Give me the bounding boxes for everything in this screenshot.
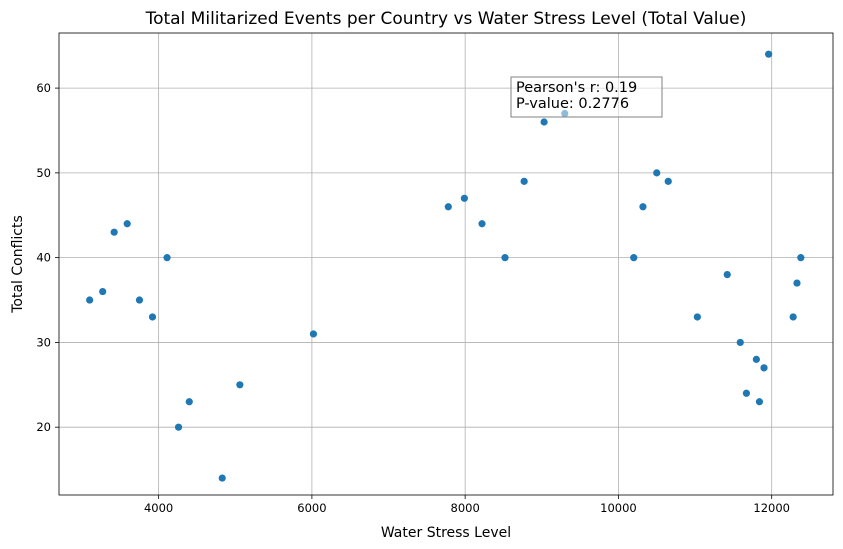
data-point — [765, 50, 773, 58]
y-tick-label: 50 — [36, 166, 51, 180]
plot-frame — [58, 32, 834, 496]
p-value-text: P-value: 0.2776 — [516, 96, 629, 112]
x-axis-label: Water Stress Level — [381, 525, 511, 541]
data-point — [236, 381, 244, 389]
data-point — [110, 228, 118, 236]
data-point — [752, 355, 760, 363]
data-point — [99, 287, 107, 296]
data-point — [148, 313, 157, 321]
y-tick-label: 20 — [36, 420, 51, 434]
data-points — [86, 50, 805, 482]
data-point — [639, 203, 647, 211]
data-point — [723, 270, 731, 279]
data-point — [793, 279, 801, 287]
data-point — [653, 169, 661, 177]
data-point — [630, 254, 638, 262]
x-tick-label: 8000 — [451, 501, 480, 515]
x-tick-label: 10000 — [600, 501, 637, 515]
data-point — [478, 220, 486, 228]
data-point — [540, 118, 548, 126]
data-point — [135, 296, 144, 304]
axis-ticks: 4000 6000 8000 10000 12000 20 30 40 50 60 — [36, 81, 790, 515]
data-point — [742, 389, 751, 397]
data-point — [760, 364, 768, 372]
data-point — [86, 296, 94, 304]
stats-annotation: Pearson's r: 0.19 P-value: 0.2776 — [510, 76, 663, 118]
grid — [59, 33, 833, 495]
data-point — [174, 423, 183, 431]
pearson-r-text: Pearson's r: 0.19 — [516, 80, 637, 96]
chart-title: Total Militarized Events per Country vs … — [145, 9, 747, 29]
x-tick-label: 12000 — [753, 501, 790, 515]
x-tick-label: 4000 — [144, 501, 173, 515]
data-point — [309, 330, 318, 338]
data-point — [693, 313, 701, 321]
data-point — [789, 313, 797, 321]
data-point — [185, 398, 193, 406]
data-point — [520, 177, 528, 185]
data-point — [755, 398, 764, 406]
y-tick-label: 30 — [36, 335, 51, 349]
data-point — [460, 194, 468, 202]
data-point — [444, 203, 452, 211]
y-axis-label: Total Conflicts — [10, 215, 26, 314]
data-point — [797, 254, 805, 262]
data-point — [736, 338, 744, 347]
data-point — [163, 254, 171, 262]
data-point — [664, 177, 672, 185]
y-tick-label: 60 — [36, 81, 51, 95]
x-tick-label: 6000 — [297, 501, 326, 515]
y-tick-label: 40 — [36, 251, 51, 265]
data-point — [501, 254, 509, 262]
annotation-box — [510, 76, 663, 118]
data-point — [218, 474, 226, 482]
data-point — [123, 220, 131, 228]
